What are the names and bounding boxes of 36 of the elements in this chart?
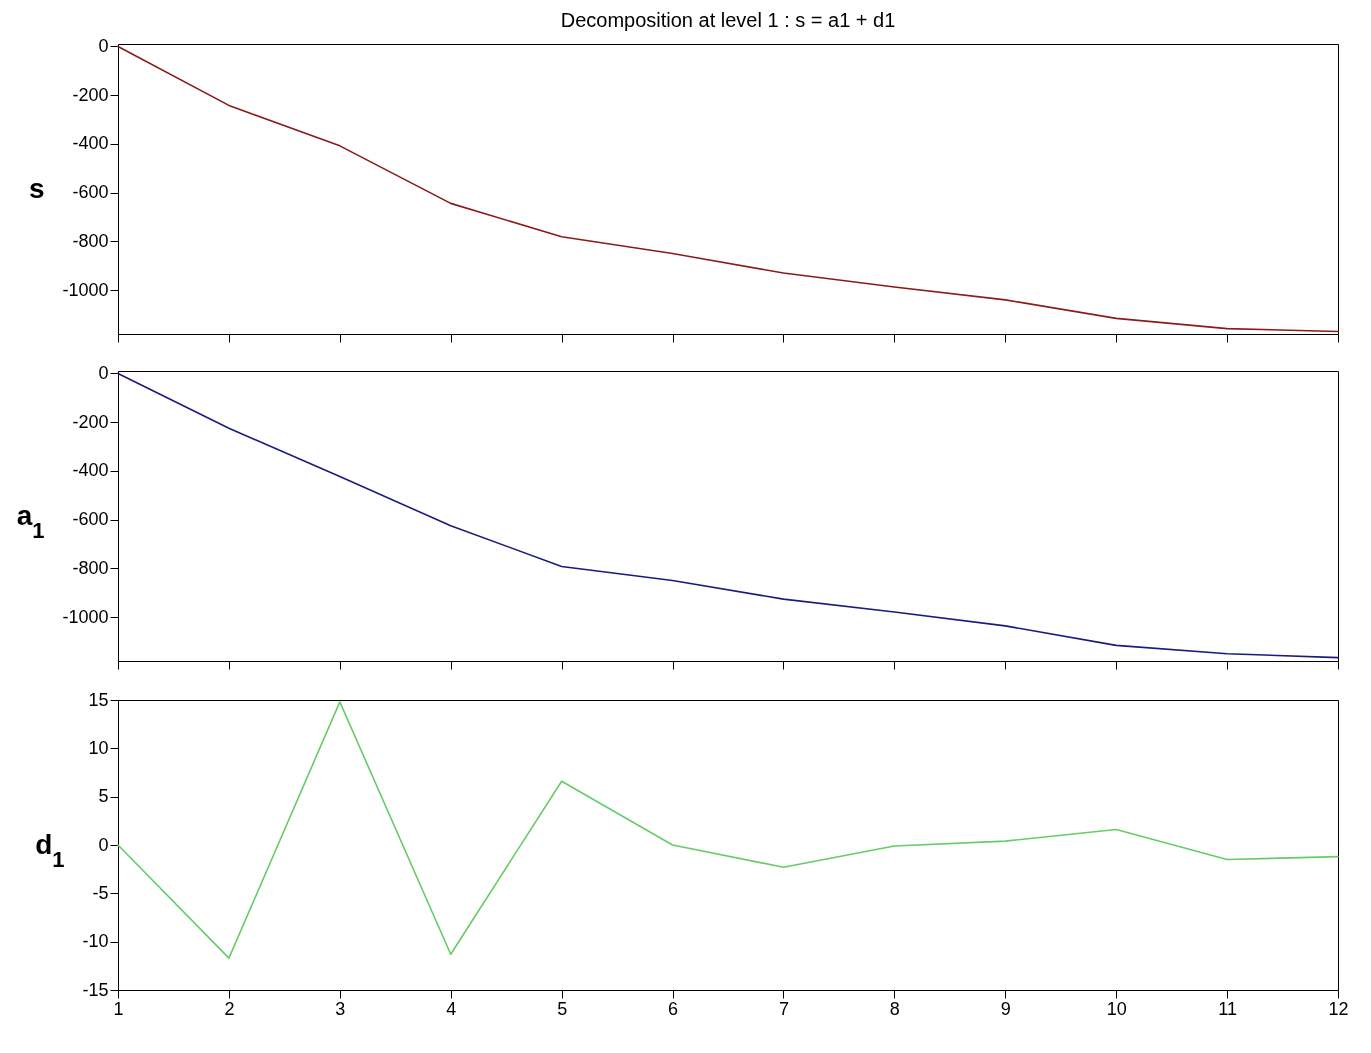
y-tick-label: -400: [72, 133, 109, 154]
y-tick-label: -200: [72, 84, 109, 105]
y-tick-label: -10: [82, 931, 109, 952]
y-tick-label: -800: [72, 230, 109, 251]
x-tick-label: 10: [1106, 998, 1127, 1019]
y-axis-title: s: [28, 172, 45, 204]
y-axis-title: d$_{1}$: [35, 828, 65, 871]
y-tick-label: -15: [82, 979, 109, 1000]
x-tick-label: 6: [668, 998, 679, 1019]
x-tick-label: 5: [557, 998, 568, 1019]
x-tick-label: 1: [113, 998, 124, 1019]
chart-title: Decomposition at level 1 : s = a1 + d1: [560, 9, 896, 32]
y-tick-label: -400: [72, 460, 109, 481]
x-tick-label: 9: [1000, 998, 1011, 1019]
y-tick-label: -5: [92, 882, 109, 903]
y-tick-label: 15: [88, 689, 109, 710]
y-tick-label: 0: [98, 35, 109, 56]
y-tick-label: -200: [72, 411, 109, 432]
y-tick-label: -600: [72, 182, 109, 203]
line-series: [117, 701, 1339, 959]
x-tick-label: 2: [224, 998, 235, 1019]
x-tick-label: 4: [446, 998, 457, 1019]
y-tick-label: 0: [98, 834, 109, 855]
y-tick-label: -1000: [62, 279, 109, 300]
x-tick-label: 12: [1328, 998, 1349, 1019]
y-tick-label: 5: [98, 786, 109, 807]
y-tick-label: -1000: [62, 606, 109, 627]
x-tick-label: 8: [889, 998, 900, 1019]
y-tick-label: 0: [98, 362, 109, 383]
x-tick-label: 11: [1218, 998, 1237, 1019]
y-axis-title: a$_{1}$: [16, 499, 45, 542]
y-tick-label: -800: [72, 557, 109, 578]
y-tick-label: -600: [72, 509, 109, 530]
x-tick-label: 3: [335, 998, 346, 1019]
y-tick-label: 10: [88, 737, 109, 758]
x-tick-label: 7: [778, 998, 789, 1019]
